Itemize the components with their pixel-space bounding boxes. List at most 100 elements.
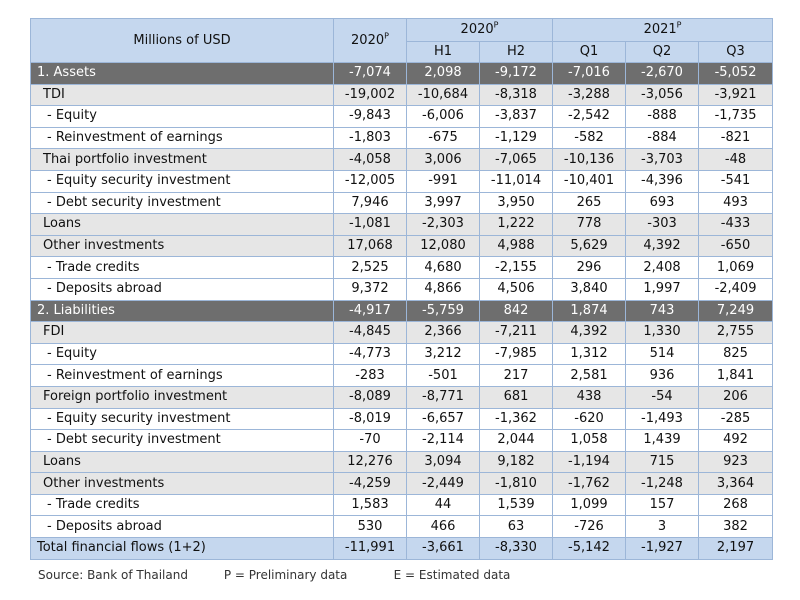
row-label: Total financial flows (1+2)	[30, 537, 334, 560]
value-cell: -6,657	[406, 407, 480, 431]
value-cell: -70	[333, 429, 407, 452]
group-2020-header: 2020P	[405, 18, 554, 42]
value-cell: 12,276	[333, 450, 407, 474]
value-cell: -4,773	[333, 342, 407, 366]
table-row: Loans 12,276 3,094 9,182 -1,194 715 923	[30, 450, 774, 474]
value-cell: 1,069	[698, 256, 774, 279]
value-cell: 493	[698, 191, 774, 215]
value-cell: -4,259	[333, 472, 407, 495]
value-cell: -1,194	[552, 450, 627, 474]
value-cell: 3,364	[698, 472, 774, 495]
row-label: Loans	[30, 450, 334, 474]
value-cell: -1,735	[698, 105, 774, 128]
value-cell: 1,222	[478, 213, 554, 236]
value-cell: -9,172	[478, 62, 554, 85]
value-cell: -991	[406, 169, 480, 193]
value-cell: -5,142	[552, 537, 627, 560]
value-cell: -884	[625, 126, 700, 150]
value-cell: -2,449	[406, 472, 480, 495]
value-cell: 4,392	[625, 234, 700, 258]
table-row: Other investments -4,259 -2,449 -1,810 -1,76…	[30, 472, 774, 495]
table-row: FDI -4,845 2,366 -7,211 4,392 1,330 2,755	[30, 321, 774, 344]
value-cell: 9,182	[478, 450, 554, 474]
financial-flows-table-container: Millions of USD 2020P 2020P 2021P H1 H2 …	[30, 18, 774, 560]
value-cell: -3,056	[625, 83, 700, 107]
value-cell: 1,058	[552, 429, 627, 452]
value-cell: 2,044	[478, 429, 554, 452]
value-cell: -5,759	[406, 299, 480, 323]
value-cell: -7,985	[478, 342, 554, 366]
annual-2020-label: 2020	[351, 32, 385, 48]
value-cell: 7,946	[333, 191, 407, 215]
value-cell: -1,493	[625, 407, 700, 431]
row-label: Loans	[30, 213, 334, 236]
value-cell: -8,330	[478, 537, 554, 560]
source-note: Source: Bank of Thailand	[38, 568, 188, 582]
row-label: Other investments	[30, 472, 334, 495]
value-cell: -1,762	[552, 472, 627, 495]
value-cell: 9,372	[333, 277, 407, 301]
table-row: - Equity security investment -8,019 -6,657…	[30, 407, 774, 431]
value-cell: 217	[478, 364, 554, 387]
value-cell: 1,330	[625, 321, 700, 344]
value-cell: 1,583	[333, 493, 407, 517]
value-cell: -285	[698, 407, 774, 431]
value-cell: 743	[625, 299, 700, 323]
value-cell: 1,099	[552, 493, 627, 517]
value-cell: -11,014	[478, 169, 554, 193]
row-label: - Deposits abroad	[30, 277, 334, 301]
row-label: Other investments	[30, 234, 334, 258]
value-cell: 3,950	[478, 191, 554, 215]
value-cell: -8,089	[333, 385, 407, 409]
group-2020-sup: P	[493, 20, 499, 30]
value-cell: 2,197	[698, 537, 774, 560]
value-cell: 4,866	[406, 277, 480, 301]
table-row: - Debt security investment 7,946 3,997 3,95…	[30, 191, 774, 215]
value-cell: 1,539	[478, 493, 554, 517]
value-cell: 681	[478, 385, 554, 409]
value-cell: -620	[552, 407, 627, 431]
value-cell: -3,703	[625, 148, 700, 171]
value-cell: -7,074	[333, 62, 407, 85]
table-row: - Debt security investment -70 -2,114 2,044…	[30, 429, 774, 452]
value-cell: -10,401	[552, 169, 627, 193]
table-row: Loans -1,081 -2,303 1,222 778 -303 -433	[30, 213, 774, 236]
group-2021-label: 2021	[643, 22, 677, 37]
value-cell: 2,366	[406, 321, 480, 344]
value-cell: 17,068	[333, 234, 407, 258]
sub-header-h2: H2	[478, 41, 554, 63]
table-row: - Deposits abroad 530 466 63 -726 3 382	[30, 515, 774, 539]
value-cell: -2,303	[406, 213, 480, 236]
table-row: TDI -19,002 -10,684 -8,318 -3,288 -3,056 -3,92…	[30, 83, 774, 107]
value-cell: 2,098	[406, 62, 480, 85]
preliminary-note: P = Preliminary data	[223, 568, 348, 582]
value-cell: 923	[698, 450, 774, 474]
value-cell: 1,874	[552, 299, 627, 323]
value-cell: 3	[625, 515, 700, 539]
value-cell: -10,136	[552, 148, 627, 171]
annual-2020-sup: P	[384, 31, 389, 41]
row-label: 2. Liabilities	[30, 299, 334, 323]
value-cell: -7,065	[478, 148, 554, 171]
row-label: 1. Assets	[30, 62, 334, 85]
value-cell: -1,362	[478, 407, 554, 431]
value-cell: -7,211	[478, 321, 554, 344]
value-cell: -8,019	[333, 407, 407, 431]
value-cell: 7,249	[698, 299, 774, 323]
value-cell: -10,684	[406, 83, 480, 107]
row-label: - Debt security investment	[30, 191, 334, 215]
value-cell: 1,439	[625, 429, 700, 452]
value-cell: 296	[552, 256, 627, 279]
value-cell: 825	[698, 342, 774, 366]
value-cell: 12,080	[406, 234, 480, 258]
table-row: - Equity -4,773 3,212 -7,985 1,312 514 825	[30, 342, 774, 366]
row-label: TDI	[30, 83, 334, 107]
group-2020-label: 2020	[460, 22, 494, 37]
value-cell: -283	[333, 364, 407, 387]
table-row: Other investments 17,068 12,080 4,988 5,629 4…	[30, 234, 774, 258]
sub-header-q2: Q2	[625, 41, 700, 63]
value-cell: -501	[406, 364, 480, 387]
table-row: - Trade credits 1,583 44 1,539 1,099 157 268	[30, 493, 774, 517]
value-cell: -3,837	[478, 105, 554, 128]
sub-header-q1: Q1	[552, 41, 627, 63]
